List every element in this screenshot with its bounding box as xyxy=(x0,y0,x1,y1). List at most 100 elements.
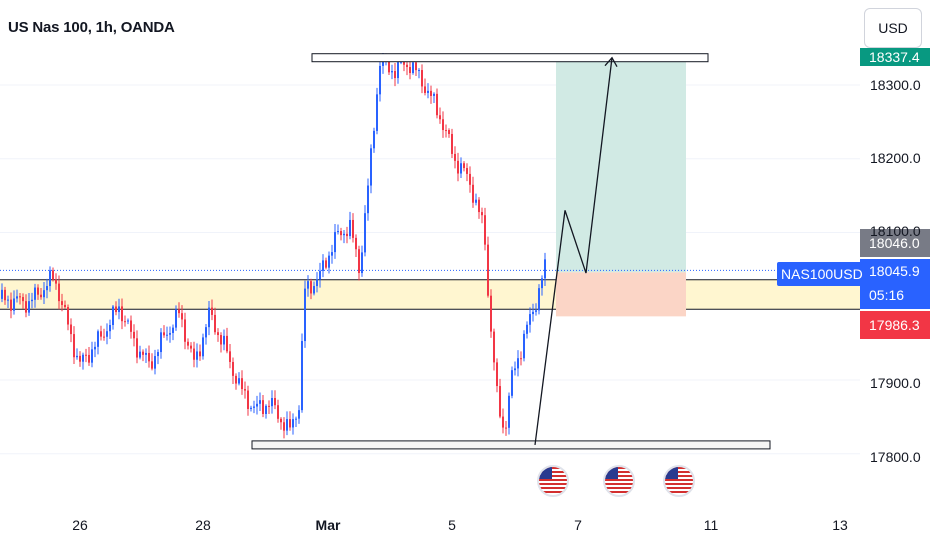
currency-button[interactable]: USD xyxy=(864,8,922,48)
candle-body xyxy=(532,311,534,315)
flag-stripe xyxy=(539,483,567,485)
candle-body xyxy=(46,286,48,291)
candle-body xyxy=(13,298,15,311)
us-flag-icon[interactable] xyxy=(537,465,569,497)
candle-body xyxy=(286,419,288,431)
target-price-label: 18337.4 xyxy=(869,49,920,65)
candle-body xyxy=(265,405,267,414)
candle-body xyxy=(271,398,273,407)
candle-body xyxy=(151,361,153,369)
candle-body xyxy=(391,71,393,73)
candle-body xyxy=(34,287,36,300)
candle-body xyxy=(463,163,465,169)
currency-label: USD xyxy=(878,20,908,36)
candle-body xyxy=(400,61,402,63)
candle-body xyxy=(100,331,102,337)
candle-body xyxy=(115,306,117,313)
candle-body xyxy=(316,279,318,287)
candle-body xyxy=(478,199,480,213)
candle-body xyxy=(376,94,378,131)
candle-body xyxy=(259,400,261,404)
candle-body xyxy=(142,351,144,355)
flag-stripe xyxy=(605,467,633,469)
candle-body xyxy=(454,153,456,161)
candle-body xyxy=(337,231,339,233)
price-axis[interactable] xyxy=(860,0,932,510)
candle-body xyxy=(526,324,528,334)
us-flag-icon[interactable] xyxy=(663,465,695,497)
date-tick: 26 xyxy=(72,517,88,533)
flag-stripe xyxy=(665,467,693,469)
candle-body xyxy=(355,237,357,250)
candle-body xyxy=(169,333,171,335)
stop-label-bg xyxy=(860,311,930,339)
price-tick: 18300.0 xyxy=(870,77,921,93)
candle-body xyxy=(493,331,495,363)
candle-body xyxy=(70,324,72,335)
flag-stripe xyxy=(539,471,567,473)
candle-body xyxy=(190,345,192,349)
candle-body xyxy=(274,398,276,406)
candle-body xyxy=(439,115,441,120)
candle-body xyxy=(346,233,348,237)
countdown-timer: 05:16 xyxy=(869,287,905,303)
candle-body xyxy=(238,378,240,384)
candle-body xyxy=(55,279,57,284)
candle-body xyxy=(184,319,186,342)
flag-stripe xyxy=(665,475,693,477)
candle-body xyxy=(442,119,444,131)
long-position-profit-zone xyxy=(556,57,686,273)
candle-body xyxy=(313,286,315,294)
projection-arrowhead xyxy=(604,56,618,68)
us-flag-icon[interactable] xyxy=(603,465,635,497)
candle-body xyxy=(76,355,78,358)
candle-body xyxy=(364,213,366,253)
date-tick: 7 xyxy=(574,517,582,533)
candle-body xyxy=(412,62,414,74)
candle-body xyxy=(49,270,51,287)
candle-body xyxy=(196,351,198,360)
candle-body xyxy=(328,255,330,268)
candle-body xyxy=(31,299,33,302)
candle-body xyxy=(427,90,429,93)
price-axis-canvas xyxy=(860,48,930,339)
time-axis[interactable] xyxy=(0,510,932,550)
candle-body xyxy=(445,130,447,132)
target-label-bg xyxy=(860,48,930,66)
flag-canton xyxy=(539,467,552,479)
candle-body xyxy=(505,427,507,429)
candle-body xyxy=(535,310,537,312)
candle-body xyxy=(208,307,210,328)
candle-body xyxy=(409,67,411,74)
candle-body xyxy=(304,288,306,342)
candle-body xyxy=(94,346,96,350)
candle-body xyxy=(10,299,12,311)
current-label-bg xyxy=(860,259,930,309)
candle-body xyxy=(514,368,516,371)
candle-body xyxy=(397,62,399,79)
candle-body xyxy=(157,352,159,357)
price-chart[interactable] xyxy=(0,0,860,510)
price-tick: 18200.0 xyxy=(870,150,921,166)
candle-body xyxy=(148,352,150,362)
candle-body xyxy=(388,57,390,73)
date-tick: 13 xyxy=(832,517,848,533)
candle-body xyxy=(289,419,291,428)
candle-body xyxy=(481,212,483,216)
candle-body xyxy=(517,358,519,369)
chart-area[interactable] xyxy=(0,0,860,510)
candle-body xyxy=(52,270,54,280)
date-tick: 11 xyxy=(703,517,719,533)
candle-body xyxy=(247,390,249,409)
flag-canton xyxy=(665,467,678,479)
flag-stripe xyxy=(539,487,567,489)
flag-stripe xyxy=(605,483,633,485)
candle-body xyxy=(406,64,408,68)
flag-stripe xyxy=(605,491,633,493)
candle-body xyxy=(487,244,489,296)
flag-stripe xyxy=(605,487,633,489)
candle-body xyxy=(325,260,327,268)
date-tick: 28 xyxy=(195,517,211,533)
candles xyxy=(1,53,546,439)
resistance-zone xyxy=(311,53,709,63)
